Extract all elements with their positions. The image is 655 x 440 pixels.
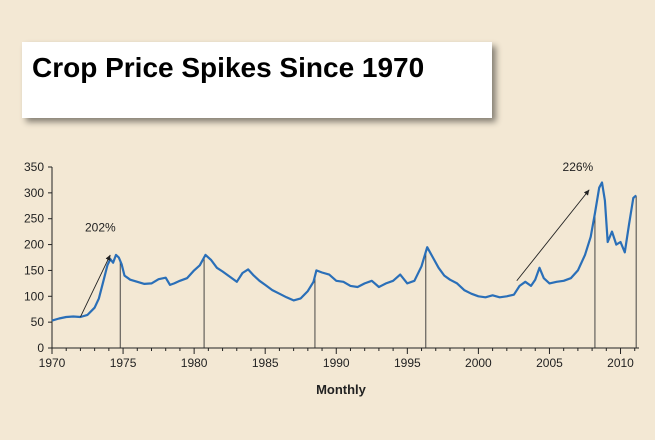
x-tick-label: 2005	[536, 356, 563, 370]
y-tick-label: 100	[24, 289, 44, 303]
chart-axes: 0 50 100 150 200 250 300 350 1970 1975 1980 1985 199…	[24, 160, 639, 370]
x-tick-label: 1985	[252, 356, 279, 370]
y-tick-label: 0	[37, 341, 44, 355]
annotation-arrow	[516, 189, 590, 282]
annotation-label: 202%	[85, 221, 116, 235]
y-tick-label: 300	[24, 186, 44, 200]
x-tick-label: 1990	[323, 356, 350, 370]
x-tick-label: 1980	[181, 356, 208, 370]
y-tick-label: 150	[24, 263, 44, 277]
annotation-arrow	[80, 254, 111, 318]
event-marker-lines	[119, 195, 637, 348]
price-line	[51, 181, 637, 322]
x-axis-label: Monthly	[316, 382, 367, 397]
x-tick-label: 2010	[607, 356, 634, 370]
y-tick-label: 250	[24, 212, 44, 226]
chart-title: Crop Price Spikes Since 1970	[32, 52, 425, 83]
price-series	[51, 181, 637, 322]
annotation-label: 226%	[563, 160, 594, 174]
x-tick-label: 2000	[465, 356, 492, 370]
y-tick-label: 350	[24, 160, 44, 174]
x-tick-label: 1995	[394, 356, 421, 370]
y-tick-label: 200	[24, 238, 44, 252]
x-tick-label: 1970	[39, 356, 66, 370]
title-box: Crop Price Spikes Since 1970	[22, 42, 492, 118]
y-tick-label: 50	[31, 315, 45, 329]
x-tick-label: 1975	[110, 356, 137, 370]
spike-annotations: 202% 226%	[80, 160, 594, 318]
